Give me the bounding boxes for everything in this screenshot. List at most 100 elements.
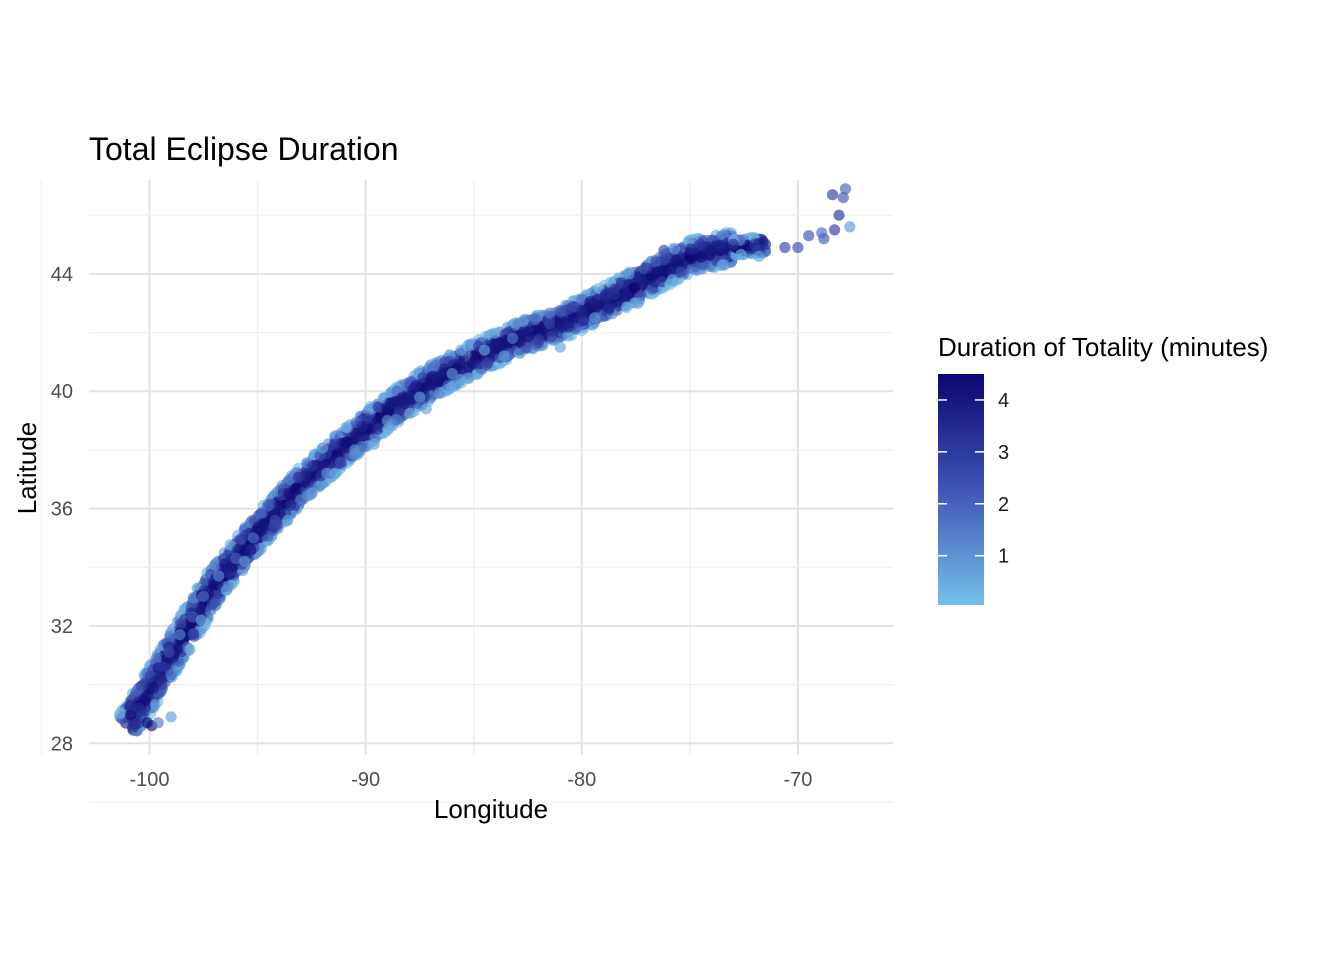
data-point xyxy=(628,282,640,294)
data-point xyxy=(567,301,579,313)
legend-ticks: 1 2 3 4 xyxy=(938,390,1009,568)
legend-tick-label: 1 xyxy=(998,546,1009,568)
x-axis: -100 -90 -80 -70 xyxy=(130,769,813,791)
data-point xyxy=(312,481,325,493)
data-point xyxy=(517,316,529,328)
data-point xyxy=(718,259,731,271)
data-point xyxy=(292,471,304,483)
data-point xyxy=(577,314,589,326)
data-point xyxy=(623,268,635,280)
data-point xyxy=(257,517,269,530)
legend-tick-label: 4 xyxy=(998,390,1009,412)
data-point xyxy=(404,407,416,420)
data-point xyxy=(833,209,845,221)
legend-title: Duration of Totality (minutes) xyxy=(938,332,1268,362)
y-tick-label: 36 xyxy=(51,499,73,521)
data-point xyxy=(816,227,828,239)
data-point xyxy=(188,628,200,640)
data-point xyxy=(533,333,545,345)
data-point xyxy=(187,611,199,623)
data-point xyxy=(529,313,542,326)
data-point xyxy=(469,350,481,362)
data-point xyxy=(149,699,161,711)
data-point xyxy=(307,460,319,472)
data-point xyxy=(562,321,575,333)
data-point xyxy=(544,307,556,319)
x-axis-title: Longitude xyxy=(434,794,548,824)
data-point xyxy=(792,241,804,254)
data-point xyxy=(329,467,341,479)
data-point xyxy=(223,569,235,581)
data-point xyxy=(543,318,556,330)
data-point xyxy=(245,543,257,556)
data-point xyxy=(125,709,137,721)
data-point xyxy=(670,254,683,266)
data-point xyxy=(462,361,474,373)
data-point xyxy=(478,344,491,356)
legend-tick-label: 3 xyxy=(998,442,1009,464)
data-point xyxy=(356,420,368,432)
y-tick-label: 28 xyxy=(51,733,73,755)
legend-colorbar xyxy=(938,374,984,605)
data-point xyxy=(735,249,747,261)
scatter-points xyxy=(113,183,856,737)
data-point xyxy=(362,404,375,416)
data-point xyxy=(184,643,196,655)
data-point xyxy=(213,570,225,582)
data-point xyxy=(666,274,679,286)
data-point xyxy=(506,332,519,344)
data-point xyxy=(621,301,633,313)
x-tick-label: -90 xyxy=(351,769,380,791)
data-point xyxy=(608,288,620,300)
data-point xyxy=(714,239,726,251)
data-point xyxy=(195,614,207,626)
data-point xyxy=(222,580,234,592)
data-point xyxy=(455,373,467,386)
data-point xyxy=(603,302,615,314)
data-point xyxy=(150,653,162,665)
data-point xyxy=(284,499,296,511)
data-point xyxy=(124,699,136,711)
x-tick-label: -70 xyxy=(783,769,812,791)
data-point xyxy=(650,256,662,268)
data-point xyxy=(349,444,361,456)
data-point xyxy=(445,382,457,394)
data-point xyxy=(152,717,164,729)
data-point xyxy=(759,238,772,251)
data-point xyxy=(381,415,393,427)
data-point xyxy=(163,646,175,658)
data-point xyxy=(209,559,221,571)
data-point xyxy=(482,356,494,369)
data-point xyxy=(518,325,531,337)
data-point xyxy=(685,243,697,255)
data-point xyxy=(489,327,501,339)
data-point xyxy=(115,707,127,719)
data-point xyxy=(340,421,352,433)
data-point xyxy=(829,224,841,236)
data-point xyxy=(562,330,574,342)
data-point xyxy=(316,442,329,454)
data-point xyxy=(555,306,567,318)
y-axis: 28 32 36 40 44 xyxy=(51,264,73,755)
data-point xyxy=(372,423,384,435)
data-point xyxy=(368,438,380,450)
data-point xyxy=(839,183,852,195)
data-point xyxy=(197,591,210,603)
data-point xyxy=(175,618,187,630)
data-point xyxy=(219,558,231,571)
data-point xyxy=(382,405,394,418)
data-point xyxy=(837,192,849,204)
data-point xyxy=(262,500,274,512)
data-point xyxy=(136,680,148,692)
grid xyxy=(40,180,893,803)
data-point xyxy=(174,629,186,641)
x-tick-label: -100 xyxy=(130,769,170,791)
data-point xyxy=(247,532,259,544)
data-point xyxy=(154,673,166,685)
data-point xyxy=(658,244,670,256)
data-point xyxy=(133,702,145,714)
data-point xyxy=(295,494,307,506)
data-point xyxy=(632,297,644,309)
data-point xyxy=(803,230,815,242)
